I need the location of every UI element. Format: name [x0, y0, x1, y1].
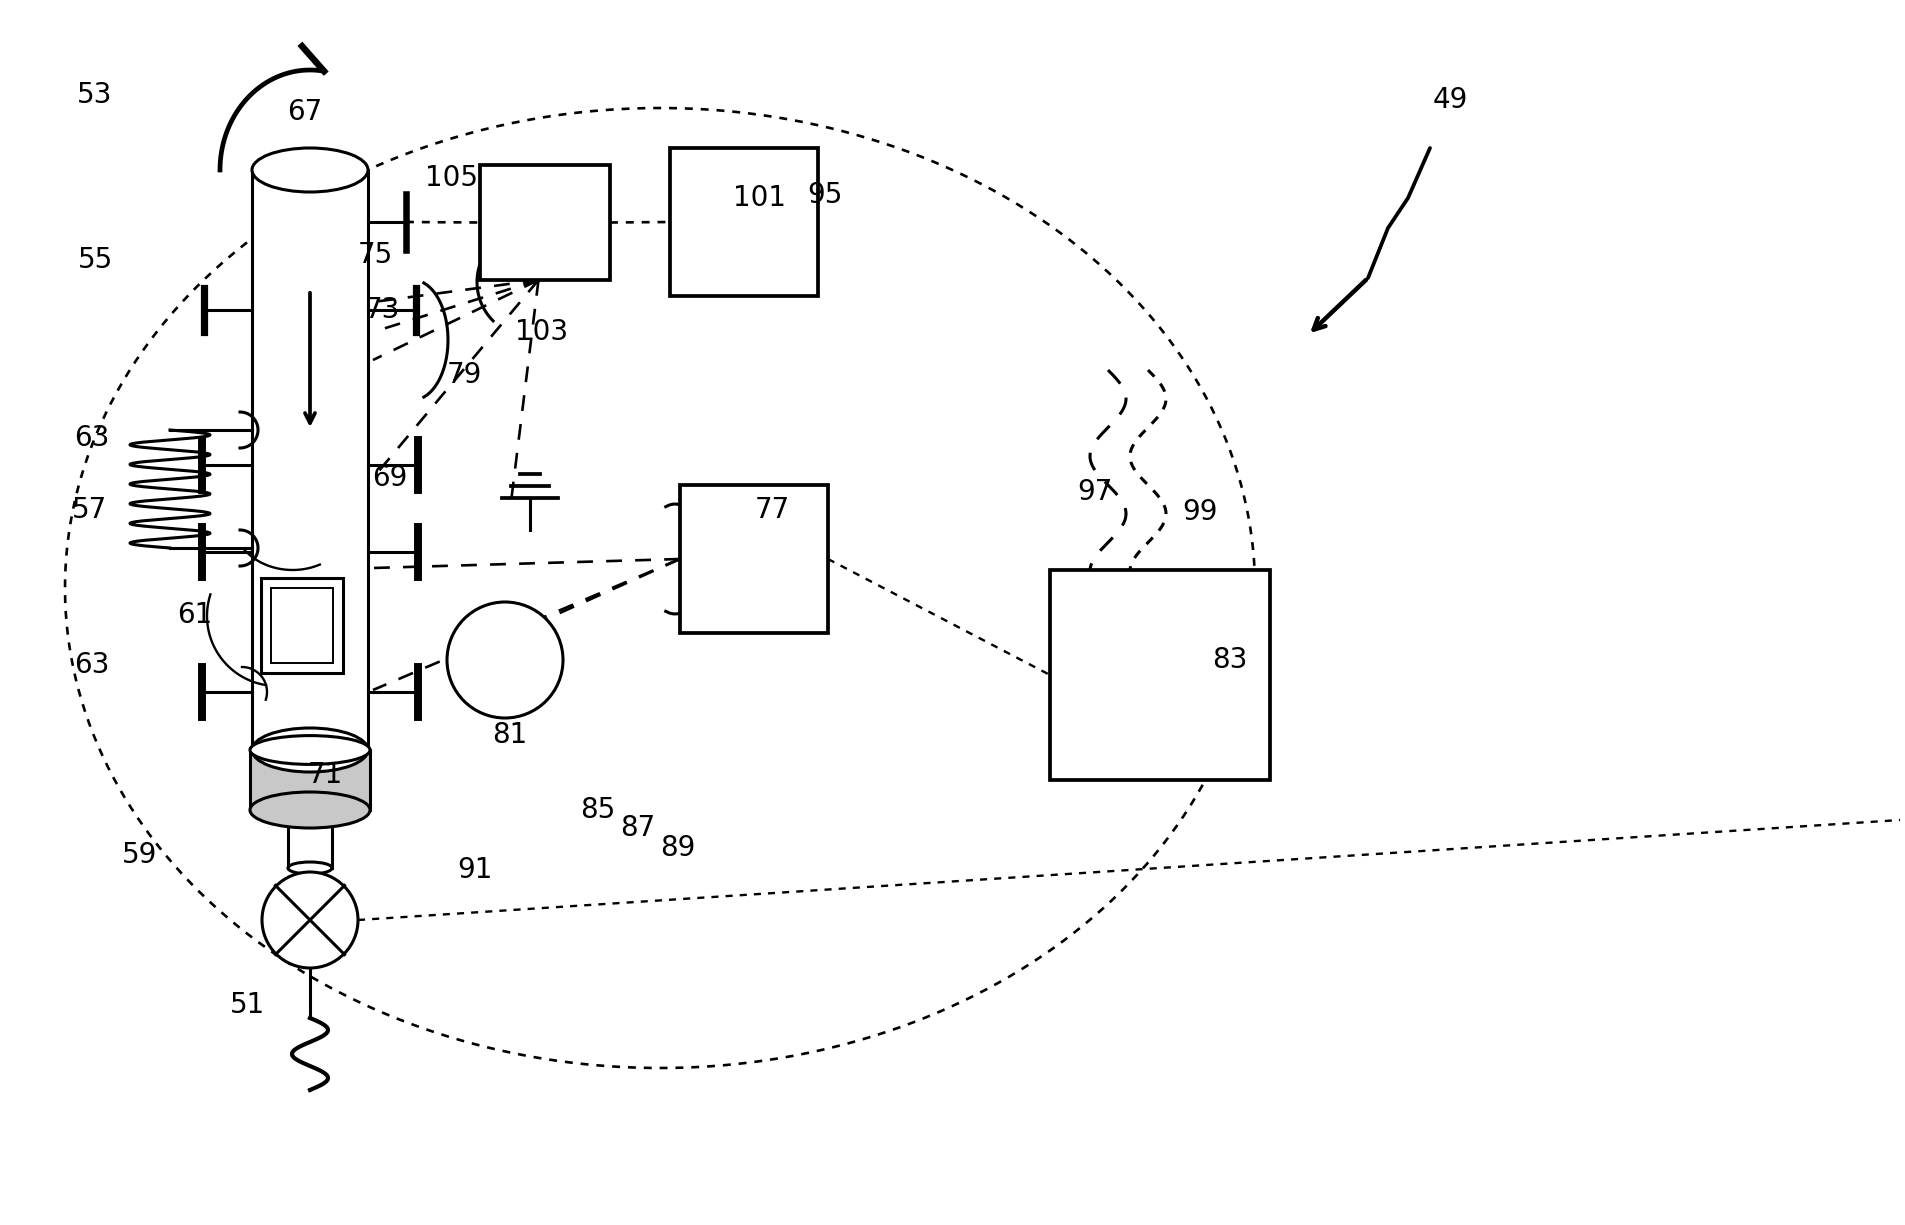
Text: 63: 63 — [74, 650, 110, 679]
Text: 75: 75 — [358, 241, 392, 270]
Text: 103: 103 — [514, 318, 568, 345]
Text: 57: 57 — [72, 496, 107, 524]
Ellipse shape — [250, 793, 370, 828]
Bar — [288, 810, 331, 869]
Bar — [680, 485, 827, 633]
Ellipse shape — [251, 148, 368, 192]
Text: 63: 63 — [74, 424, 110, 452]
Text: 97: 97 — [1076, 478, 1113, 506]
Bar — [480, 165, 610, 281]
Text: 87: 87 — [619, 813, 655, 842]
Ellipse shape — [288, 862, 331, 873]
Text: 61: 61 — [177, 601, 213, 628]
Bar — [271, 588, 333, 663]
Text: 105: 105 — [425, 164, 478, 192]
Bar — [250, 750, 370, 810]
Text: 73: 73 — [364, 296, 400, 323]
Text: 79: 79 — [446, 361, 482, 390]
Ellipse shape — [251, 728, 368, 772]
Bar — [1050, 570, 1269, 780]
Text: 53: 53 — [78, 81, 112, 109]
Text: 95: 95 — [808, 181, 842, 209]
Circle shape — [448, 601, 562, 718]
Text: 59: 59 — [122, 842, 158, 869]
Text: 71: 71 — [307, 761, 343, 789]
Bar — [261, 578, 343, 673]
Text: 85: 85 — [579, 796, 615, 824]
Text: 67: 67 — [288, 98, 322, 126]
Text: 55: 55 — [78, 246, 112, 274]
Text: 81: 81 — [491, 722, 528, 748]
Text: 49: 49 — [1431, 86, 1467, 114]
Bar — [671, 148, 817, 296]
Text: 99: 99 — [1181, 499, 1217, 526]
Text: 69: 69 — [371, 464, 408, 492]
Circle shape — [261, 872, 358, 968]
Text: 101: 101 — [733, 184, 787, 212]
Text: 51: 51 — [231, 991, 265, 1019]
Text: 91: 91 — [457, 856, 491, 884]
Ellipse shape — [250, 735, 370, 764]
Text: 83: 83 — [1212, 646, 1248, 674]
Text: 89: 89 — [659, 834, 695, 862]
Bar — [251, 170, 368, 750]
Text: 77: 77 — [754, 496, 789, 524]
